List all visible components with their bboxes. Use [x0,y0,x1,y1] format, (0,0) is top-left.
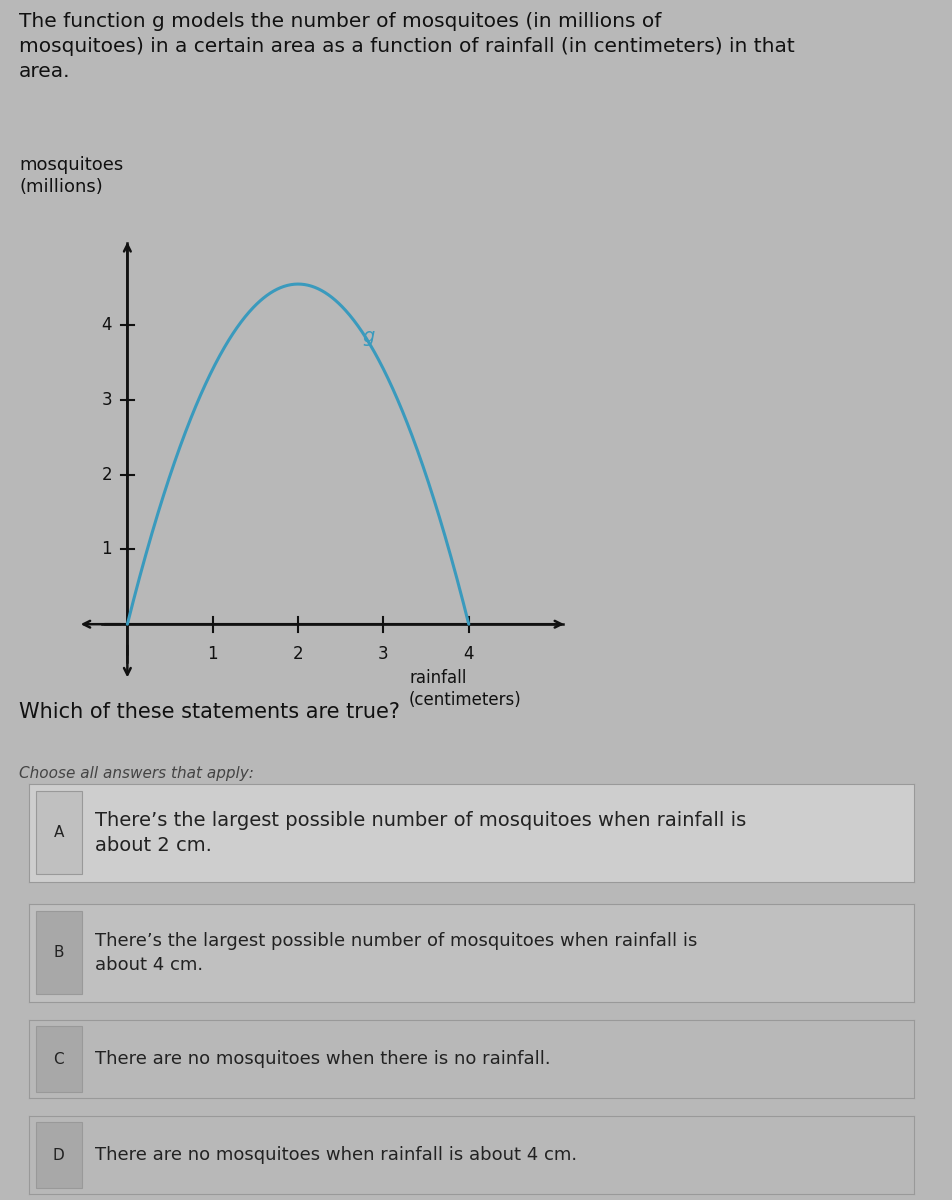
Text: 2: 2 [101,466,112,484]
Text: The function g models the number of mosquitoes (in millions of
mosquitoes) in a : The function g models the number of mosq… [19,12,795,80]
Text: There are no mosquitoes when there is no rainfall.: There are no mosquitoes when there is no… [95,1050,550,1068]
Text: 4: 4 [464,646,474,664]
Text: 2: 2 [293,646,304,664]
Text: 4: 4 [102,316,112,334]
Text: D: D [52,1147,65,1163]
Text: A: A [53,826,64,840]
Text: B: B [53,946,64,960]
Text: g: g [362,326,374,346]
Text: 1: 1 [101,540,112,558]
Text: 3: 3 [378,646,388,664]
FancyBboxPatch shape [35,912,82,994]
Text: Which of these statements are true?: Which of these statements are true? [19,702,400,722]
Text: There are no mosquitoes when rainfall is about 4 cm.: There are no mosquitoes when rainfall is… [95,1146,577,1164]
Text: Choose all answers that apply:: Choose all answers that apply: [19,766,254,781]
Text: mosquitoes
(millions): mosquitoes (millions) [19,156,124,196]
Text: rainfall
(centimeters): rainfall (centimeters) [409,670,522,709]
Text: 1: 1 [208,646,218,664]
Text: 3: 3 [101,391,112,409]
FancyBboxPatch shape [35,1026,82,1092]
Text: There’s the largest possible number of mosquitoes when rainfall is
about 4 cm.: There’s the largest possible number of m… [95,932,697,973]
FancyBboxPatch shape [35,792,82,874]
FancyBboxPatch shape [35,1122,82,1188]
Text: There’s the largest possible number of mosquitoes when rainfall is
about 2 cm.: There’s the largest possible number of m… [95,811,746,854]
Text: C: C [53,1051,64,1067]
